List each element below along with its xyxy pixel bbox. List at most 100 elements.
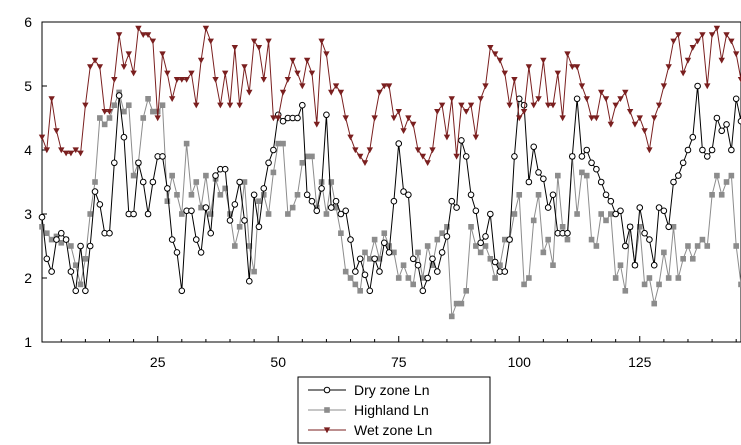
data-point [318,38,325,45]
data-point [164,70,171,77]
data-point [737,77,741,83]
data-point [44,230,50,236]
data-point [111,77,118,83]
data-point [689,133,697,141]
data-point [684,57,692,64]
data-point [723,121,730,128]
x-tick-label: 100 [508,354,532,370]
data-point [438,249,446,256]
data-point [260,77,267,83]
data-point [380,239,388,247]
data-point [685,243,691,249]
data-point [188,192,195,198]
data-point [631,261,639,269]
data-point [434,236,441,243]
data-point [540,249,547,256]
data-point [270,115,277,122]
data-point [424,274,431,282]
data-point [101,109,108,115]
data-point [400,128,407,134]
data-point [578,153,586,160]
data-point [140,115,147,121]
data-point [139,178,147,186]
data-point [366,147,374,154]
data-point [718,192,725,198]
data-point [409,255,417,263]
data-point [168,96,176,102]
data-point [525,178,533,186]
data-point [371,115,378,122]
data-point [357,288,363,294]
data-point [231,201,239,208]
data-point [482,233,489,240]
data-point [280,140,286,147]
y-tick-label: 3 [24,206,32,222]
data-point [250,191,258,199]
data-point [106,229,113,237]
data-point [458,300,465,307]
data-point [646,275,653,281]
data-point [202,25,210,32]
data-point [709,192,715,198]
data-point [86,242,94,250]
data-point [265,211,272,217]
data-point [670,224,677,230]
data-point [617,207,624,215]
data-point [57,229,65,237]
legend-swatch-marker [324,407,330,413]
legend: Dry zone Ln Highland Ln Wet zone Ln [297,376,491,444]
data-point [87,211,94,217]
data-point [448,313,455,320]
data-point [622,242,629,250]
data-point [207,211,214,217]
data-point [193,179,200,185]
legend-item: Dry zone Ln [308,382,429,398]
data-point [405,191,412,199]
x-tick-label: 75 [391,354,407,370]
data-point [198,204,204,211]
data-point [636,204,644,211]
data-point [347,236,354,243]
data-point [144,32,152,38]
data-point [203,172,209,179]
data-point [173,77,181,83]
data-point [588,236,595,243]
data-point [728,172,735,179]
data-point [97,115,103,121]
data-point [91,57,99,64]
data-point [448,197,456,205]
data-point [713,114,721,122]
data-point [371,255,378,263]
data-point [164,198,171,204]
data-point [641,281,648,288]
data-point [496,57,504,64]
data-point [285,211,291,217]
data-point [521,281,527,288]
data-point [467,102,475,109]
data-point [622,89,629,96]
data-point [212,77,219,83]
data-point [661,249,667,256]
data-point [130,70,137,77]
data-point [67,268,75,275]
data-point [520,101,528,109]
data-point [279,117,287,125]
legend-label: Wet zone Ln [354,422,432,438]
data-point [732,95,740,103]
data-point [689,45,696,51]
data-point [656,281,662,288]
data-point [251,268,257,275]
data-point [501,236,508,243]
data-point [255,45,263,51]
data-point [579,169,585,176]
data-point [472,207,480,215]
data-point [130,210,137,218]
data-point [732,51,740,58]
data-point [458,137,465,144]
data-point [241,179,248,185]
data-point [323,211,330,217]
data-point [294,114,301,122]
data-point [453,153,460,160]
data-point [429,255,436,263]
data-point [270,169,277,176]
